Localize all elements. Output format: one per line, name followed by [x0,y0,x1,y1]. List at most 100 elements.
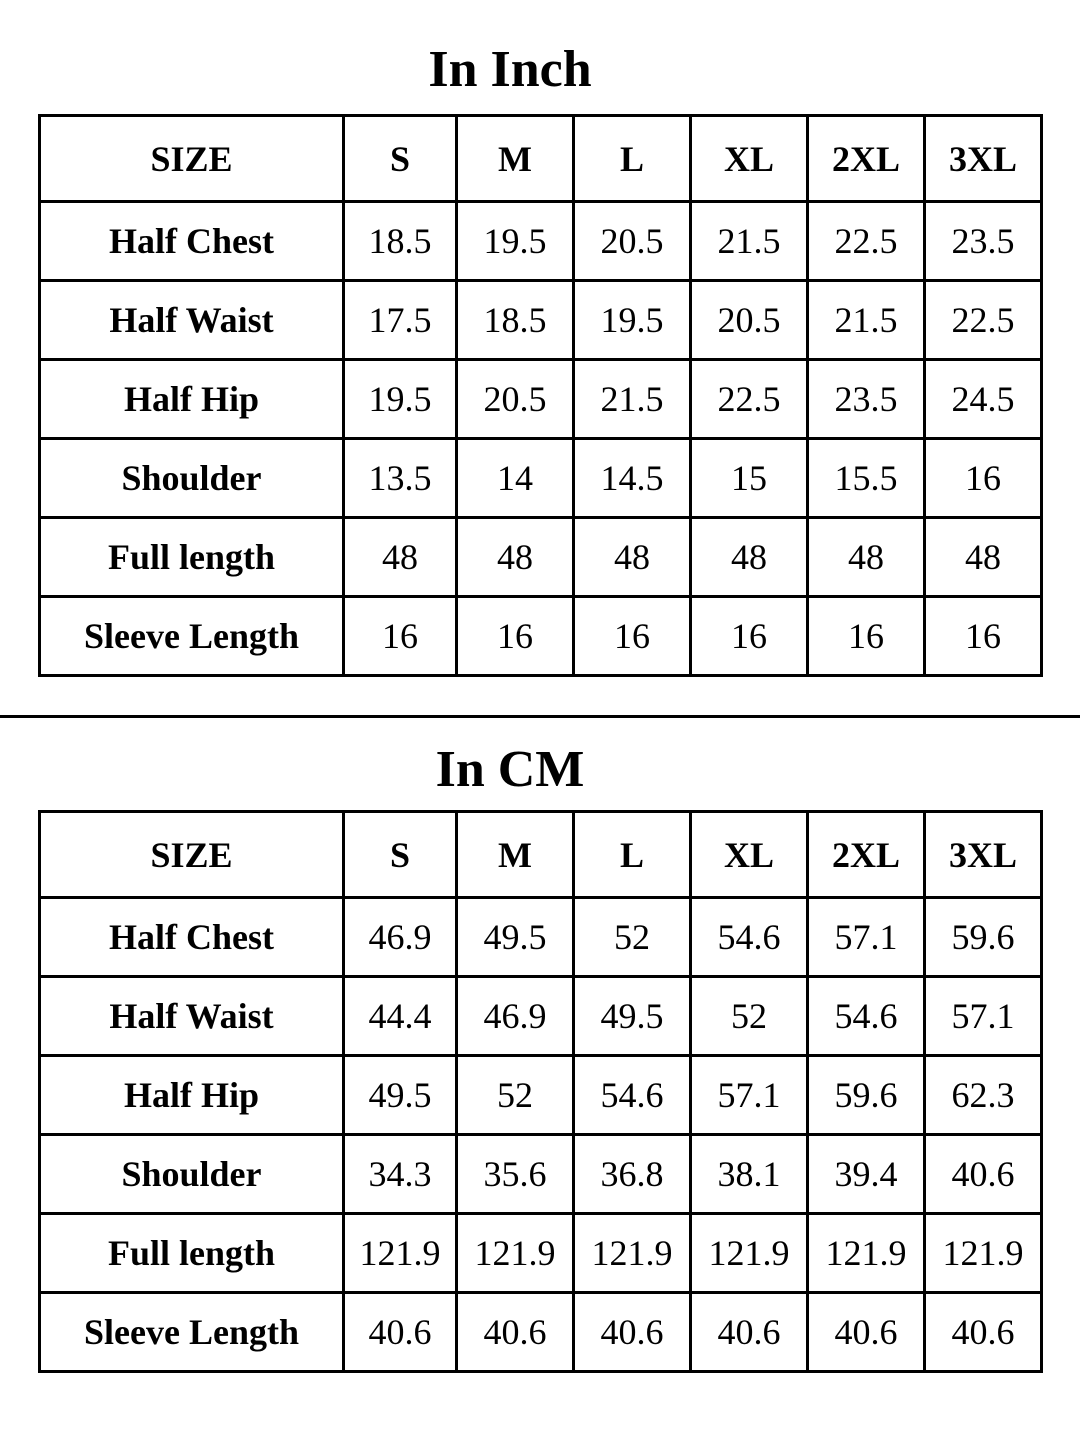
size-column-header: 3XL [923,810,1043,899]
size-column-header: L [572,114,692,203]
table-row: Full length 121.9 121.9 121.9 121.9 121.9 121.… [38,1212,1043,1294]
measurement-value: 15 [689,437,809,519]
measurement-label: Sleeve Length [38,1291,345,1373]
size-column-header: M [455,114,575,203]
measurement-value: 121.9 [455,1212,575,1294]
measurement-value: 48 [455,516,575,598]
measurement-value: 22.5 [806,200,926,282]
measurement-value: 17.5 [342,279,458,361]
measurement-value: 14.5 [572,437,692,519]
measurement-label: Full length [38,1212,345,1294]
measurement-value: 40.6 [342,1291,458,1373]
measurement-value: 59.6 [806,1054,926,1136]
size-header: SIZE [38,810,345,899]
size-column-header: S [342,810,458,899]
measurement-label: Shoulder [38,437,345,519]
measurement-value: 16 [689,595,809,677]
measurement-value: 22.5 [923,279,1043,361]
inch-table-title: In Inch [428,41,592,98]
measurement-value: 54.6 [806,975,926,1057]
measurement-value: 57.1 [689,1054,809,1136]
measurement-label: Half Chest [38,896,345,978]
measurement-value: 18.5 [342,200,458,282]
table-row: Half Waist 44.4 46.9 49.5 52 54.6 57.1 [38,975,1043,1057]
measurement-label: Sleeve Length [38,595,345,677]
table-row: Half Hip 49.5 52 54.6 57.1 59.6 62.3 [38,1054,1043,1136]
measurement-value: 48 [342,516,458,598]
table-row: Shoulder 34.3 35.6 36.8 38.1 39.4 40.6 [38,1133,1043,1215]
measurement-value: 48 [806,516,926,598]
measurement-value: 20.5 [572,200,692,282]
measurement-value: 21.5 [689,200,809,282]
table-row: Full length 48 48 48 48 48 48 [38,516,1043,598]
size-column-header: S [342,114,458,203]
measurement-value: 15.5 [806,437,926,519]
measurement-value: 24.5 [923,358,1043,440]
measurement-value: 34.3 [342,1133,458,1215]
measurement-value: 19.5 [572,279,692,361]
inch-size-table: SIZE S M L XL 2XL 3XL Half Chest 18.5 19.5 20.5 21.… [38,114,1043,677]
measurement-value: 48 [689,516,809,598]
measurement-value: 39.4 [806,1133,926,1215]
measurement-value: 121.9 [806,1212,926,1294]
measurement-value: 19.5 [342,358,458,440]
table-row: Half Chest 46.9 49.5 52 54.6 57.1 59.6 [38,896,1043,978]
measurement-value: 35.6 [455,1133,575,1215]
measurement-value: 23.5 [806,358,926,440]
measurement-value: 49.5 [455,896,575,978]
measurement-value: 21.5 [572,358,692,440]
measurement-value: 16 [455,595,575,677]
measurement-value: 14 [455,437,575,519]
measurement-label: Full length [38,516,345,598]
measurement-value: 13.5 [342,437,458,519]
measurement-value: 44.4 [342,975,458,1057]
measurement-value: 54.6 [572,1054,692,1136]
measurement-value: 40.6 [806,1291,926,1373]
table-row: Half Waist 17.5 18.5 19.5 20.5 21.5 22.5 [38,279,1043,361]
measurement-value: 16 [923,595,1043,677]
measurement-value: 38.1 [689,1133,809,1215]
measurement-value: 20.5 [455,358,575,440]
size-column-header: XL [689,810,809,899]
measurement-label: Shoulder [38,1133,345,1215]
measurement-value: 19.5 [455,200,575,282]
measurement-value: 121.9 [342,1212,458,1294]
measurement-value: 18.5 [455,279,575,361]
measurement-value: 52 [572,896,692,978]
measurement-value: 40.6 [689,1291,809,1373]
measurement-value: 49.5 [342,1054,458,1136]
table-row: Shoulder 13.5 14 14.5 15 15.5 16 [38,437,1043,519]
table-row: Sleeve Length 40.6 40.6 40.6 40.6 40.6 40.6 [38,1291,1043,1373]
table-row: Half Chest 18.5 19.5 20.5 21.5 22.5 23.5 [38,200,1043,282]
size-column-header: XL [689,114,809,203]
section-divider [0,715,1080,718]
size-column-header: 2XL [806,114,926,203]
table-row: Half Hip 19.5 20.5 21.5 22.5 23.5 24.5 [38,358,1043,440]
measurement-value: 121.9 [572,1212,692,1294]
measurement-value: 121.9 [689,1212,809,1294]
measurement-value: 121.9 [923,1212,1043,1294]
measurement-value: 40.6 [455,1291,575,1373]
measurement-value: 16 [806,595,926,677]
measurement-value: 62.3 [923,1054,1043,1136]
measurement-value: 36.8 [572,1133,692,1215]
measurement-value: 20.5 [689,279,809,361]
measurement-value: 46.9 [455,975,575,1057]
table-row: Sleeve Length 16 16 16 16 16 16 [38,595,1043,677]
measurement-value: 57.1 [806,896,926,978]
measurement-label: Half Chest [38,200,345,282]
measurement-value: 54.6 [689,896,809,978]
header-row: SIZE S M L XL 2XL 3XL [38,114,1043,203]
measurement-value: 16 [923,437,1043,519]
size-column-header: M [455,810,575,899]
size-column-header: 3XL [923,114,1043,203]
measurement-value: 46.9 [342,896,458,978]
measurement-value: 16 [572,595,692,677]
measurement-value: 40.6 [923,1291,1043,1373]
measurement-value: 57.1 [923,975,1043,1057]
measurement-value: 21.5 [806,279,926,361]
measurement-label: Half Hip [38,1054,345,1136]
measurement-label: Half Waist [38,975,345,1057]
measurement-value: 48 [923,516,1043,598]
measurement-label: Half Hip [38,358,345,440]
